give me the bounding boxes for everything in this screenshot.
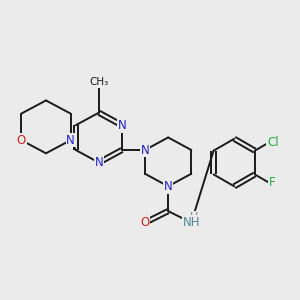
Text: O: O xyxy=(140,216,150,229)
Text: F: F xyxy=(269,176,276,189)
Text: N: N xyxy=(164,180,172,193)
Text: Cl: Cl xyxy=(267,136,279,149)
Text: N: N xyxy=(141,143,149,157)
Text: N: N xyxy=(118,119,126,132)
Text: NH: NH xyxy=(182,216,200,229)
Text: H: H xyxy=(190,212,198,222)
Text: N: N xyxy=(66,134,75,147)
Text: CH₃: CH₃ xyxy=(89,77,108,87)
Text: O: O xyxy=(16,134,26,147)
Text: N: N xyxy=(94,156,103,169)
